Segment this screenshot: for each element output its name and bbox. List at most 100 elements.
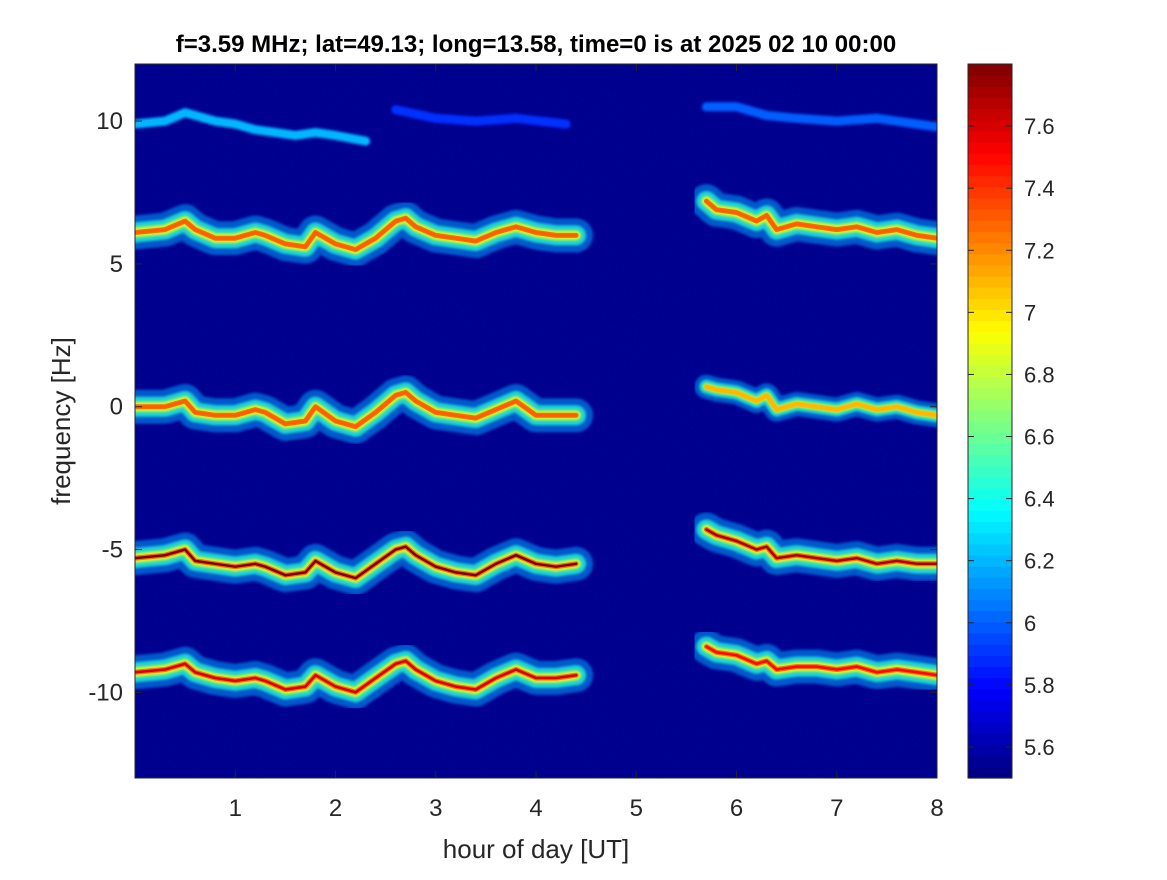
y-axis-label: frequency [Hz] bbox=[46, 337, 76, 505]
colorbar-cell bbox=[968, 197, 1012, 210]
y-axis: 10 5 0 -5 -10 bbox=[88, 108, 937, 706]
colorbar-cell bbox=[968, 130, 1012, 143]
colorbar-cell bbox=[968, 577, 1012, 589]
colorbar-cell bbox=[968, 588, 1012, 601]
colorbar-cell bbox=[968, 298, 1012, 311]
colorbar-cell bbox=[968, 543, 1012, 556]
colorbar-cell bbox=[968, 521, 1012, 534]
colorbar-cell bbox=[968, 699, 1012, 712]
colorbar-cell bbox=[968, 755, 1012, 768]
spectral-band bbox=[135, 629, 937, 710]
x-axis-label: hour of day [UT] bbox=[443, 834, 629, 864]
colorbar-cell bbox=[968, 153, 1012, 166]
colorbar-tick-label: 5.8 bbox=[1024, 673, 1055, 698]
y-tick-label: -5 bbox=[102, 537, 123, 564]
colorbar-tick-label: 7.2 bbox=[1024, 238, 1055, 263]
colorbar-cell bbox=[968, 409, 1012, 422]
colorbar-cell bbox=[968, 75, 1012, 87]
colorbar-ticks: 5.6 5.8 6 6.2 6.4 6.6 6.8 7 7.2 7.4 7.6 bbox=[968, 114, 1055, 760]
band-trace bbox=[135, 216, 578, 251]
plot-area bbox=[134, 63, 938, 779]
band-trace bbox=[705, 528, 937, 566]
colorbar-cell bbox=[968, 342, 1012, 355]
colorbar-cell bbox=[968, 499, 1012, 511]
colorbar-cell bbox=[968, 487, 1012, 500]
colorbar-tick-label: 5.6 bbox=[1024, 735, 1055, 760]
spectral-band bbox=[135, 184, 937, 267]
colorbar-cell bbox=[968, 86, 1012, 99]
colorbar-cell bbox=[968, 510, 1012, 523]
colorbar-tick-label: 7 bbox=[1024, 300, 1036, 325]
colorbar-cell bbox=[968, 432, 1012, 444]
colorbar-cell bbox=[968, 108, 1012, 121]
colorbar-cell bbox=[968, 722, 1012, 734]
colorbar-tick-label: 6.4 bbox=[1024, 487, 1055, 512]
colorbar-cell bbox=[968, 666, 1012, 679]
band-trace bbox=[135, 659, 578, 694]
x-tick-label: 4 bbox=[529, 795, 542, 822]
colorbar-cell bbox=[968, 655, 1012, 668]
colorbar-frame bbox=[967, 63, 1013, 779]
colorbar-cell bbox=[968, 711, 1012, 723]
colorbar-cell bbox=[968, 766, 1012, 779]
colorbar-cell bbox=[968, 264, 1012, 277]
colorbar-cell bbox=[968, 175, 1012, 188]
colorbar-cell bbox=[968, 164, 1012, 177]
colorbar-cell bbox=[968, 610, 1012, 623]
chart-title: f=3.59 MHz; lat=49.13; long=13.58, time=… bbox=[176, 31, 896, 58]
y-tick-label: -10 bbox=[88, 679, 123, 706]
y-tick-label: 10 bbox=[96, 108, 123, 135]
colorbar-cell bbox=[968, 376, 1012, 389]
colorbar-cell bbox=[968, 331, 1012, 344]
spectral-bands bbox=[135, 101, 937, 710]
x-tick-label: 2 bbox=[329, 795, 342, 822]
colorbar-cell bbox=[968, 242, 1012, 255]
spectral-band bbox=[135, 512, 937, 596]
colorbar-tick-label: 6.2 bbox=[1024, 549, 1055, 574]
colorbar-tick-label: 6.6 bbox=[1024, 425, 1055, 450]
colorbar-tick-label: 7.6 bbox=[1024, 114, 1055, 139]
colorbar-cell bbox=[968, 677, 1012, 690]
band-trace bbox=[135, 111, 367, 143]
x-tick-label: 7 bbox=[830, 795, 843, 822]
colorbar-cell bbox=[968, 632, 1012, 645]
spectral-band bbox=[135, 101, 937, 147]
band-trace bbox=[705, 105, 937, 129]
colorbar-tick-label: 6.8 bbox=[1024, 362, 1055, 387]
colorbar-cell bbox=[968, 476, 1012, 489]
band-trace bbox=[705, 199, 937, 240]
colorbar-cell bbox=[968, 398, 1012, 411]
colorbar-cell bbox=[968, 365, 1012, 377]
colorbar-cell bbox=[968, 733, 1012, 746]
spectral-band bbox=[135, 374, 937, 444]
colorbar-cell bbox=[968, 744, 1012, 757]
band-trace bbox=[135, 545, 578, 580]
colorbar-cell bbox=[968, 688, 1012, 701]
colorbar-tick-label: 7.4 bbox=[1024, 176, 1055, 201]
colorbar-cell bbox=[968, 387, 1012, 400]
colorbar-cell bbox=[968, 275, 1012, 288]
colorbar-cell bbox=[968, 554, 1012, 567]
colorbar-cell bbox=[968, 443, 1012, 456]
colorbar-cell bbox=[968, 532, 1012, 545]
colorbar-cell bbox=[968, 64, 1012, 76]
x-tick-label: 3 bbox=[429, 795, 442, 822]
colorbar-cell bbox=[968, 354, 1012, 366]
colorbar-cell bbox=[968, 454, 1012, 467]
colorbar-cell bbox=[968, 599, 1012, 612]
colorbar-cell bbox=[968, 421, 1012, 433]
colorbar-gradient bbox=[968, 64, 1012, 779]
colorbar-cell bbox=[968, 186, 1012, 199]
colorbar-cell bbox=[968, 231, 1012, 244]
colorbar-cell bbox=[968, 621, 1012, 634]
colorbar-cell bbox=[968, 220, 1012, 232]
x-tick-label: 8 bbox=[930, 795, 943, 822]
colorbar-cell bbox=[968, 287, 1012, 299]
y-tick-label: 0 bbox=[110, 394, 123, 421]
x-tick-label: 1 bbox=[229, 795, 242, 822]
colorbar-cell bbox=[968, 309, 1012, 322]
band-trace bbox=[135, 391, 578, 428]
colorbar-tick-label: 6 bbox=[1024, 611, 1036, 636]
